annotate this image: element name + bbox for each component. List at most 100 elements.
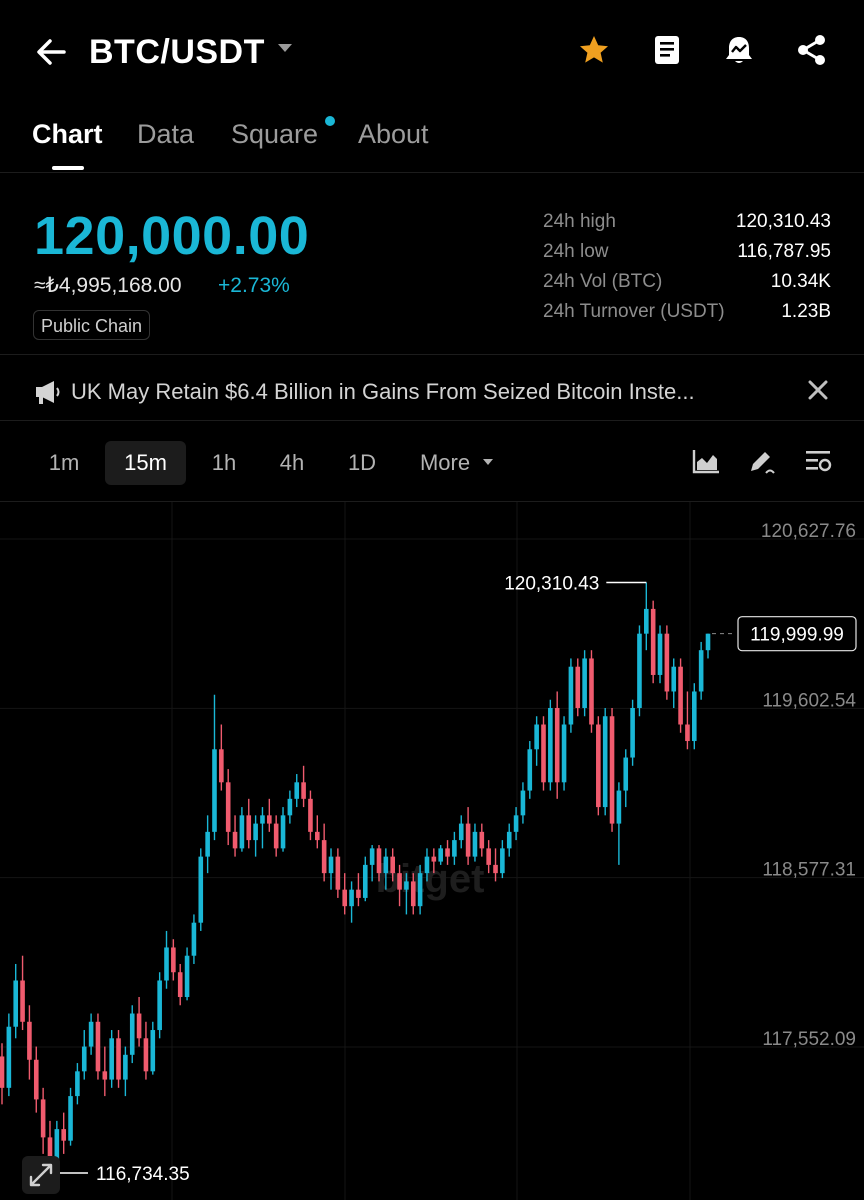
- news-headline[interactable]: UK May Retain $6.4 Billion in Gains From…: [71, 379, 695, 404]
- candle-body: [267, 815, 272, 824]
- tab-about[interactable]: About: [358, 119, 429, 149]
- candle-body: [129, 1013, 135, 1055]
- candle-body: [452, 840, 457, 857]
- interval-4h[interactable]: 4h: [279, 450, 305, 475]
- candle-body: [61, 1129, 66, 1141]
- candle-body: [561, 724, 567, 783]
- tab-data[interactable]: Data: [137, 119, 195, 149]
- candle-body: [6, 1026, 12, 1088]
- candle-body: [109, 1038, 114, 1080]
- expand-icon: [29, 1163, 53, 1187]
- candle-body: [431, 856, 437, 862]
- candlestick-chart[interactable]: 120,627.76 119,602.54 118,577.31 117,552.09…: [0, 502, 864, 1200]
- interval-1h[interactable]: 1h: [211, 450, 237, 475]
- candle-body: [47, 1137, 53, 1163]
- candle-body: [534, 724, 539, 750]
- candle-body: [27, 1021, 32, 1060]
- low-marker-label: 116,734.35: [96, 1164, 190, 1185]
- candle-body: [657, 633, 663, 675]
- candle-body: [671, 666, 677, 692]
- news-top-divider: [0, 354, 864, 355]
- candle-body: [294, 782, 300, 799]
- candle-body: [136, 1013, 142, 1039]
- candle-body: [143, 1038, 149, 1072]
- candle-body: [356, 889, 361, 898]
- tab-chart[interactable]: Chart: [32, 119, 103, 149]
- stat-value-24h-low: 116,787.95: [737, 241, 831, 262]
- candle-body: [239, 815, 245, 849]
- candle-body: [616, 790, 622, 824]
- price-alert-icon[interactable]: [721, 32, 757, 68]
- caret-down-icon[interactable]: [278, 44, 292, 52]
- candle-body: [321, 840, 327, 874]
- candle-body: [596, 724, 601, 808]
- candle-body: [20, 980, 25, 1022]
- candle-body: [328, 856, 334, 874]
- close-icon[interactable]: [804, 376, 832, 404]
- indicator-icon[interactable]: [691, 446, 721, 476]
- candle-body: [157, 980, 162, 1031]
- public-chain-badge[interactable]: Public Chain: [33, 310, 151, 340]
- candle-body: [191, 922, 197, 956]
- candle-body: [383, 856, 389, 874]
- candle-body: [575, 666, 581, 708]
- candle-body: [40, 1099, 46, 1138]
- candle-body: [630, 707, 635, 758]
- candle-body: [541, 724, 546, 783]
- candle-body: [102, 1071, 108, 1080]
- notebook-icon[interactable]: [649, 32, 685, 68]
- interval-more[interactable]: More: [419, 450, 471, 475]
- y-axis-tick-label: 117,552.09: [762, 1029, 856, 1050]
- candle-body: [287, 798, 293, 816]
- candle-body: [349, 889, 354, 907]
- share-icon[interactable]: [794, 32, 830, 68]
- candle-body: [410, 881, 416, 907]
- candle-body: [362, 864, 368, 898]
- candle-body: [472, 831, 478, 857]
- interval-1d[interactable]: 1D: [347, 450, 377, 475]
- tab-square-notification-dot: [325, 116, 335, 126]
- megaphone-icon: [36, 381, 60, 404]
- draw-icon[interactable]: [746, 446, 776, 476]
- trading-pair-title[interactable]: BTC/USDT: [89, 33, 265, 71]
- stat-label-24h-vol: 24h Vol (BTC): [543, 271, 663, 292]
- candle-body: [417, 873, 423, 907]
- candle-body: [280, 815, 286, 849]
- candle-body: [205, 831, 210, 857]
- news-bottom-divider: [0, 420, 864, 421]
- candle-body: [253, 823, 258, 841]
- candle-body: [54, 1129, 60, 1163]
- candle-body: [486, 848, 491, 865]
- star-icon[interactable]: [576, 32, 612, 68]
- stat-label-24h-low: 24h low: [543, 241, 609, 262]
- candle-body: [589, 658, 594, 725]
- candle-body: [342, 889, 348, 907]
- candle-body: [644, 608, 649, 634]
- candle-body: [171, 947, 176, 973]
- interval-15m[interactable]: 15m: [105, 441, 186, 485]
- current-price-label: 119,999.99: [750, 625, 844, 646]
- candle-body: [369, 848, 375, 865]
- caret-down-icon[interactable]: [483, 459, 493, 465]
- candle-body: [376, 848, 382, 874]
- candle-body: [493, 864, 498, 874]
- expand-chart-button[interactable]: [22, 1156, 60, 1194]
- stat-value-24h-high: 120,310.43: [735, 211, 831, 232]
- header-bar: BTC/USDT: [0, 0, 864, 100]
- fiat-equivalent: ≈₺4,995,168.00: [34, 274, 182, 297]
- back-arrow-icon[interactable]: [30, 30, 74, 74]
- candle-body: [637, 633, 642, 708]
- y-axis-tick-label: 118,577.31: [762, 860, 856, 881]
- candle-body: [404, 881, 409, 890]
- interval-1m[interactable]: 1m: [48, 450, 80, 475]
- current-price-box: [737, 616, 857, 652]
- candle-body: [260, 815, 265, 824]
- y-axis-tick-label: 120,627.76: [761, 521, 856, 542]
- chart-settings-icon[interactable]: [803, 446, 833, 476]
- candle-body: [273, 823, 279, 849]
- candle-body: [0, 1056, 5, 1088]
- tab-square[interactable]: Square: [231, 119, 319, 149]
- candle-body: [568, 666, 574, 725]
- candle-body: [691, 691, 697, 742]
- candle-body: [705, 633, 711, 651]
